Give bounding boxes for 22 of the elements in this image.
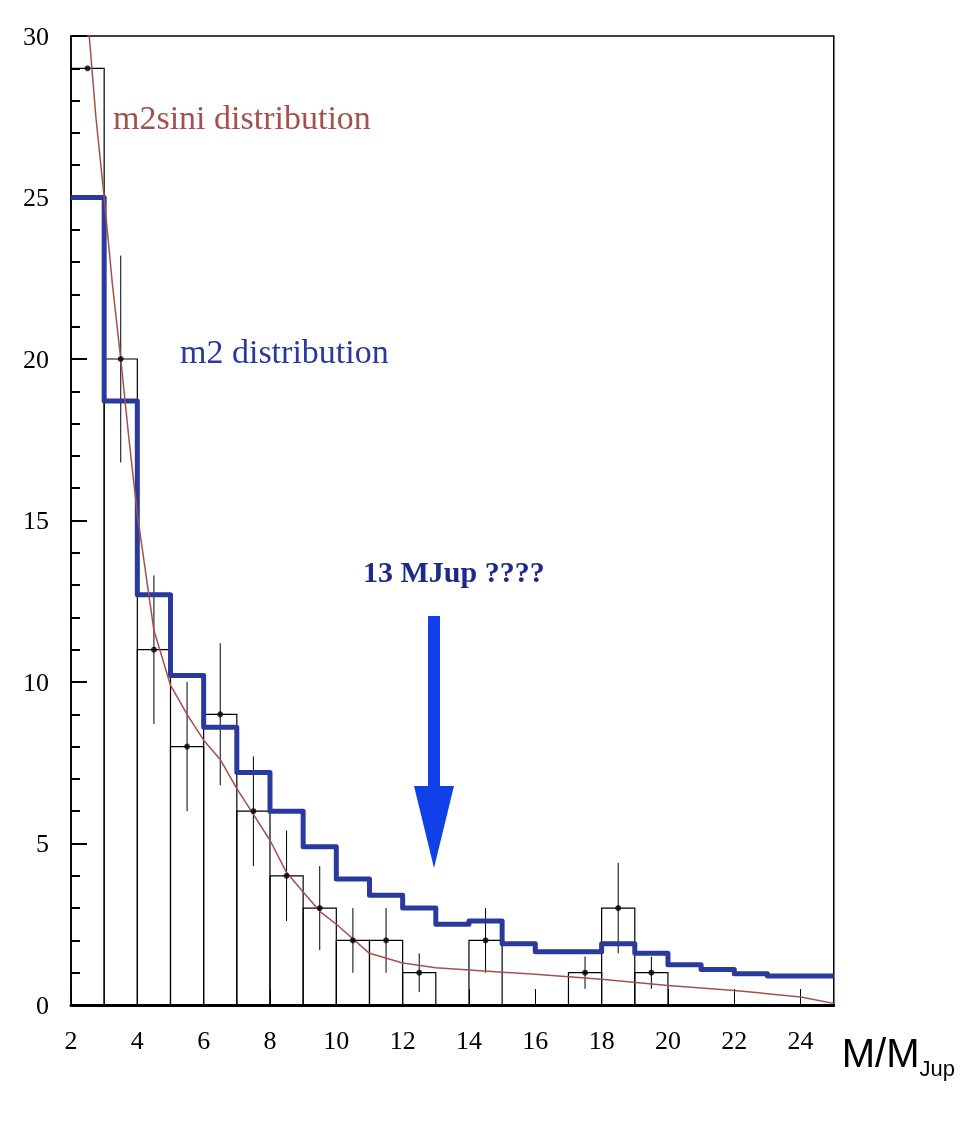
y-tick-label: 5 (36, 829, 49, 858)
x-tick-label: 4 (130, 1025, 144, 1055)
x-tick-label: 16 (522, 1025, 549, 1055)
series-label: m2 distribution (180, 332, 389, 370)
x-tick-label: 14 (455, 1025, 482, 1055)
x-tick-label: 8 (263, 1025, 277, 1055)
x-tick-label: 22 (721, 1025, 748, 1055)
x-tick-label: 20 (654, 1025, 681, 1055)
x-tick-label: 6 (197, 1025, 211, 1055)
x-tick-label: 18 (588, 1025, 615, 1055)
y-tick-label: 0 (36, 990, 49, 1020)
y-tick-label: 25 (23, 183, 49, 212)
y-tick-label: 30 (23, 21, 49, 51)
y-tick-label: 10 (23, 667, 49, 697)
x-tick-label: 24 (787, 1025, 814, 1055)
x-tick-label: 12 (389, 1025, 416, 1055)
series-label: m2sini distribution (113, 98, 371, 136)
y-tick-label: 15 (23, 506, 49, 535)
x-tick-label: 2 (64, 1025, 78, 1055)
annotation: 13 MJup ???? (363, 554, 545, 588)
y-tick-label: 20 (23, 344, 49, 374)
x-tick-label: 10 (323, 1025, 350, 1055)
